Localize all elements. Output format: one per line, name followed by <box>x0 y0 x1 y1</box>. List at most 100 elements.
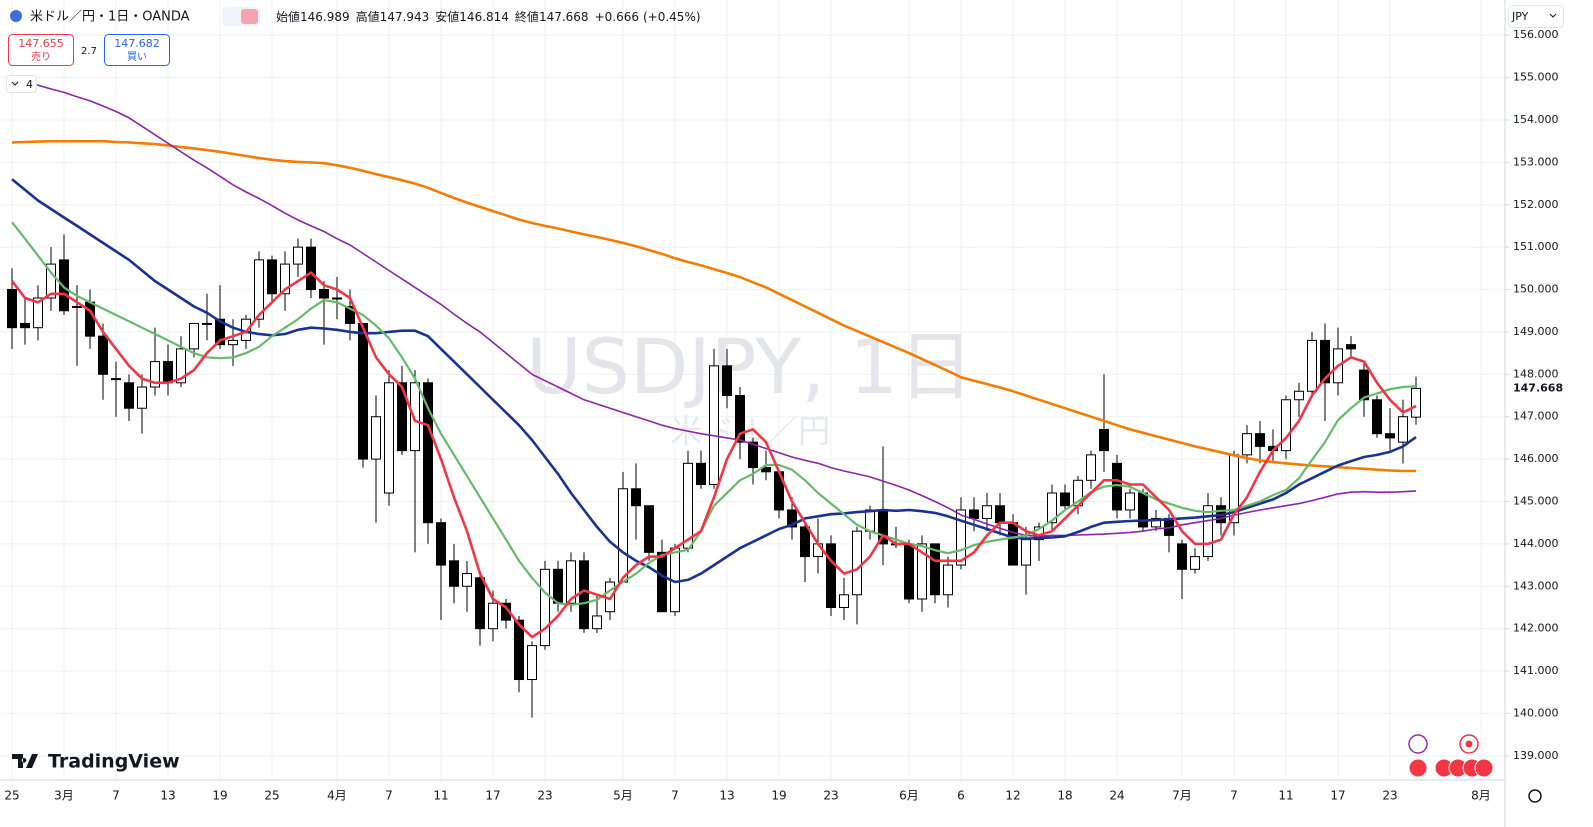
candle-body <box>618 488 628 583</box>
candle-body <box>150 361 160 388</box>
candle-body <box>1320 339 1330 384</box>
x-tick-label: 12 <box>1005 789 1020 803</box>
y-tick-label: 153.000 <box>1513 155 1559 168</box>
x-tick-label: 4月 <box>327 789 347 803</box>
y-tick-label: 151.000 <box>1513 240 1559 253</box>
sell-button[interactable] <box>8 34 74 66</box>
candle-body <box>267 259 277 295</box>
candle-body <box>7 289 17 329</box>
candle-body <box>1255 433 1265 447</box>
candle-body <box>657 551 667 613</box>
y-tick-label: 141.000 <box>1513 664 1559 677</box>
flag-icon <box>10 10 22 22</box>
buy-button[interactable] <box>104 34 170 66</box>
candle-body <box>371 416 381 460</box>
indicator-toggle[interactable] <box>6 75 37 93</box>
candle-body <box>787 509 797 528</box>
y-tick-label: 148.000 <box>1513 367 1559 380</box>
x-tick-label: 23 <box>537 789 552 803</box>
candle-body <box>1008 522 1018 566</box>
candle-body <box>722 365 732 397</box>
x-tick-label: 11 <box>1278 789 1293 803</box>
toggle-icon <box>241 9 258 24</box>
candle-body <box>566 560 576 604</box>
sell-label: 売り <box>31 50 51 63</box>
candle-body <box>683 462 693 549</box>
indicator-count: 4 <box>26 78 33 91</box>
settings-icon[interactable] <box>1528 789 1542 803</box>
y-tick-label: 155.000 <box>1513 71 1559 84</box>
x-tick-label: 23 <box>823 789 838 803</box>
ma-line <box>11 221 1417 606</box>
event-flag[interactable] <box>1474 758 1494 778</box>
price-axis: 139.000 140.000 141.000 142.000 143.000 144.0… <box>1505 28 1563 762</box>
event-flag[interactable] <box>1408 758 1428 778</box>
candle-body <box>748 441 758 469</box>
candle-body <box>1359 369 1369 401</box>
ohlc: 始値146.989 高値147.943 安値146.814 終値147.668 +0.6… <box>276 9 701 24</box>
candle-body <box>761 467 771 473</box>
candle-body <box>410 382 420 452</box>
x-tick-label: 24 <box>1109 789 1124 803</box>
candle-body <box>163 361 173 384</box>
x-tick-label: 13 <box>719 789 734 803</box>
candle-body <box>514 619 524 681</box>
candle-body <box>462 573 472 587</box>
y-tick-label: 139.000 <box>1513 749 1559 762</box>
high-value: 147.943 <box>380 10 430 24</box>
logo-text: TradingView <box>48 751 180 773</box>
candle-body <box>1151 517 1161 528</box>
x-tick-label: 23 <box>1382 789 1397 803</box>
y-tick-label: 145.000 <box>1513 494 1559 507</box>
candle-body <box>696 462 706 486</box>
candle-body <box>1060 492 1070 507</box>
candle-body <box>475 577 485 630</box>
x-tick-label: 6 <box>957 789 965 803</box>
x-tick-label: 7 <box>1230 789 1238 803</box>
candle-body <box>800 526 810 558</box>
x-tick-label: 7 <box>671 789 679 803</box>
candle-body <box>579 560 589 630</box>
candle-body <box>865 509 875 532</box>
candle-body <box>852 530 862 596</box>
candle-body <box>969 509 979 519</box>
candle-body <box>592 615 602 630</box>
candle-body <box>982 505 992 519</box>
candle-body <box>1112 462 1122 511</box>
x-tick-label: 7 <box>385 789 393 803</box>
candle-body <box>995 505 1005 524</box>
y-tick-label: 147.000 <box>1513 410 1559 423</box>
y-tick-label: 150.000 <box>1513 283 1559 296</box>
candle-body <box>254 259 264 320</box>
candle-body <box>1242 433 1252 456</box>
candle-body <box>1281 399 1291 452</box>
close-label: 終値 <box>515 9 539 24</box>
event-icon[interactable] <box>1459 734 1479 754</box>
currency-select[interactable] <box>1508 5 1564 28</box>
open-value: 146.989 <box>300 10 350 24</box>
candle-body <box>423 382 433 524</box>
candle-body <box>540 568 550 647</box>
time-axis: 25 3月 7 13 19 25 4月 7 11 17 23 5月 7 13 19 23 6月 6 12 18 24 7月… <box>4 789 1490 803</box>
candle-body <box>98 335 108 375</box>
candle-body <box>904 543 914 600</box>
candle-body <box>553 568 563 604</box>
candle-body <box>488 602 498 630</box>
x-tick-label: 6月 <box>899 789 919 803</box>
candle-body <box>449 560 459 587</box>
candle-body <box>124 382 134 409</box>
y-tick-label: 143.000 <box>1513 579 1559 592</box>
sell-price: 147.655 <box>18 37 64 50</box>
ma-line <box>11 139 1416 473</box>
event-dot <box>1465 740 1473 748</box>
x-tick-label: 3月 <box>54 789 74 803</box>
candle-body <box>1385 433 1395 439</box>
symbol: 米ドル／円・1日・OANDA <box>30 10 190 25</box>
candle-body <box>176 348 186 384</box>
candle-body <box>59 259 69 312</box>
event-icon[interactable] <box>1408 734 1428 754</box>
x-tick-label: 17 <box>485 789 500 803</box>
ma-line <box>10 271 1417 639</box>
y-tick-label: 140.000 <box>1513 706 1559 719</box>
